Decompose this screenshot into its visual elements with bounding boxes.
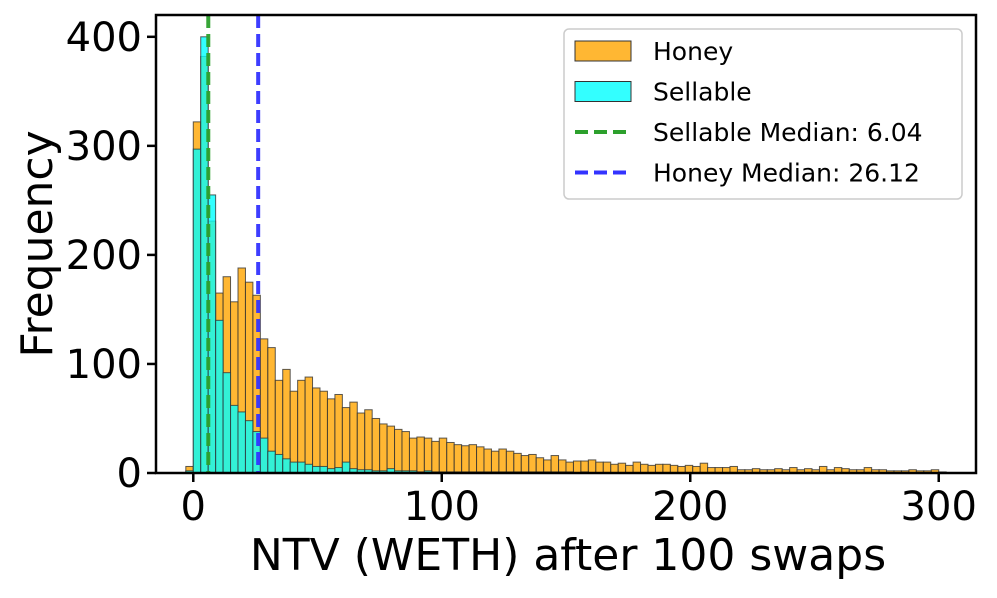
- honey-bar: [401, 431, 410, 474]
- sellable-bar: [222, 372, 232, 474]
- honey-bar: [326, 398, 336, 474]
- sellable-bar: [230, 404, 239, 474]
- honey-bar: [565, 461, 574, 474]
- honey-bar: [520, 455, 530, 474]
- legend-label: Sellable: [653, 78, 752, 107]
- honey-bar: [349, 401, 358, 474]
- honey-bar: [446, 441, 455, 474]
- honey-bar: [408, 437, 418, 474]
- legend-label: Sellable Median: 6.04: [653, 118, 923, 147]
- x-tick-label: 200: [652, 484, 728, 530]
- x-axis-label: NTV (WETH) after 100 swaps: [250, 530, 886, 581]
- honey-bar: [394, 428, 403, 474]
- honey-bar: [699, 462, 709, 474]
- x-tick-label: 100: [404, 484, 480, 530]
- honey-bar: [319, 390, 328, 474]
- legend-label: Honey: [653, 37, 733, 66]
- plot-frame: [154, 13, 978, 475]
- x-tick-label: 0: [181, 484, 206, 530]
- honey-bar: [662, 463, 671, 474]
- sellable-bar: [259, 437, 269, 474]
- sellable-bar: [215, 319, 224, 474]
- honey-bar: [282, 368, 291, 474]
- honey-bar: [468, 444, 478, 474]
- honey-bar: [453, 444, 463, 474]
- honey-bar: [587, 459, 597, 474]
- y-axis-label: Frequency: [12, 130, 63, 357]
- honey-bar: [640, 463, 649, 474]
- honey-bar: [356, 412, 366, 474]
- honey-bar: [461, 445, 470, 474]
- sellable-bar: [297, 461, 306, 474]
- honey-bar: [289, 390, 299, 474]
- honey-bar: [438, 437, 448, 474]
- honey-bar: [476, 446, 485, 474]
- sellable-bar: [274, 453, 284, 474]
- sellable-bar: [341, 461, 351, 474]
- legend: Honey Sellable Sellable Median: 6.04 Honey …: [563, 28, 963, 200]
- sellable-bar: [267, 450, 276, 474]
- honey-bar: [610, 463, 619, 474]
- honey-bar: [558, 459, 567, 474]
- honey-bar: [304, 376, 314, 474]
- honey-bar: [617, 462, 627, 474]
- honey-bar: [580, 460, 589, 474]
- honey-bar: [513, 452, 522, 474]
- honey-bar: [483, 448, 492, 474]
- legend-swatch: [574, 81, 632, 102]
- honey-bar: [572, 460, 582, 474]
- honey-bar: [431, 440, 440, 474]
- y-tick-label: 200: [66, 233, 142, 279]
- y-tick-label: 0: [117, 451, 142, 497]
- sellable-bar: [282, 458, 291, 474]
- honey-bar: [535, 457, 545, 474]
- x-tick-label: 300: [901, 484, 977, 530]
- y-tick-label: 100: [66, 342, 142, 388]
- honey-bar: [490, 450, 500, 474]
- honey-bar: [379, 423, 388, 474]
- honey-bar: [543, 459, 552, 474]
- sellable-bar: [237, 411, 246, 474]
- median-lines: [206, 15, 261, 473]
- honey-bar: [550, 455, 560, 474]
- honey-bar: [498, 448, 507, 474]
- sellable-bar: [192, 148, 202, 474]
- honey-bar: [595, 461, 604, 474]
- honey-bar: [386, 425, 396, 474]
- honey-bar: [505, 450, 515, 474]
- honey-bar: [371, 417, 381, 474]
- honey-bar: [297, 379, 306, 474]
- x-axis: 0 100 200 300: [181, 473, 977, 530]
- honey-bar: [423, 437, 433, 474]
- honey-bar: [416, 436, 425, 474]
- honey-bar: [334, 393, 343, 474]
- legend-label: Honey Median: 26.12: [653, 159, 920, 188]
- y-tick-label: 400: [66, 15, 142, 61]
- honey-bar: [602, 461, 612, 474]
- honey-bar: [364, 409, 373, 474]
- y-tick-label: 300: [66, 124, 142, 170]
- legend-swatch: [574, 40, 632, 62]
- sellable-bar: [304, 463, 314, 474]
- sellable-bar: [244, 420, 254, 474]
- legend-box: [563, 28, 963, 200]
- y-axis: 0 100 200 300 400: [66, 15, 156, 497]
- honey-bar: [528, 453, 537, 474]
- honey-bar: [632, 461, 642, 474]
- honey-bar: [312, 387, 321, 474]
- honey-bar: [654, 463, 664, 474]
- sellable-bar: [289, 461, 299, 474]
